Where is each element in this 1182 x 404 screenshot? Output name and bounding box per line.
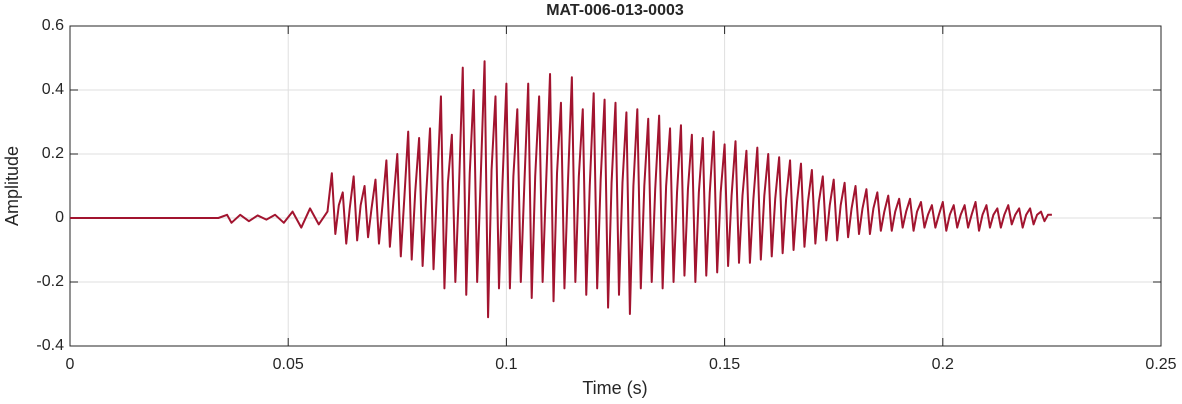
x-tick-label: 0.15 (709, 356, 740, 373)
plot-frame (69, 25, 1162, 347)
y-tick-label: 0 (55, 209, 64, 226)
x-tick-label: 0.2 (932, 356, 954, 373)
x-tick-label: 0.1 (495, 356, 517, 373)
x-tick-label: 0.25 (1145, 356, 1176, 373)
waveform-line (70, 60, 1052, 319)
x-axis-label: Time (s) (582, 378, 647, 398)
y-tick-label: -0.4 (36, 337, 64, 354)
y-axis-label: Amplitude (2, 146, 22, 226)
y-tick-label: 0.2 (42, 145, 64, 162)
y-tick-label: 0.4 (42, 81, 64, 98)
y-tick-label: 0.6 (42, 17, 64, 34)
x-tick-label: 0 (66, 356, 75, 373)
x-tick-label: 0.05 (273, 356, 304, 373)
chart-title: MAT-006-013-0003 (546, 2, 684, 19)
y-tick-label: -0.2 (36, 273, 64, 290)
